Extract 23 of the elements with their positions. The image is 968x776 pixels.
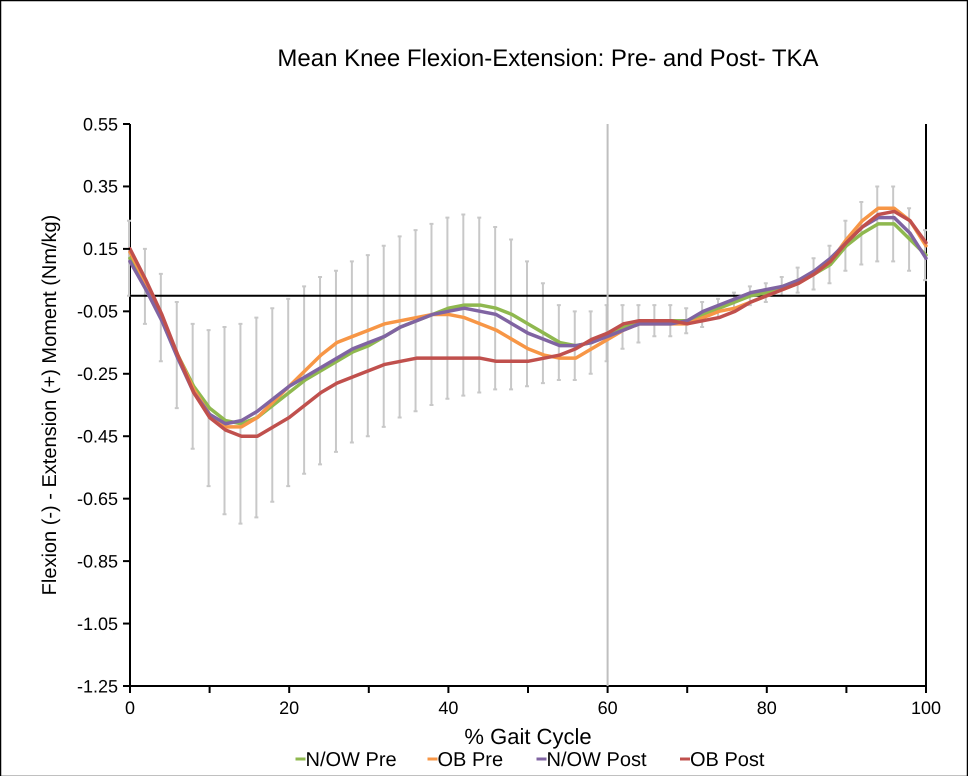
legend-label: OB Post (690, 749, 765, 771)
x-tick-label: 20 (279, 698, 300, 718)
y-tick-label: -1.05 (76, 614, 118, 634)
y-tick-label: 0.55 (82, 114, 118, 134)
y-tick-label: -0.65 (76, 488, 118, 509)
x-tick-label: 80 (756, 698, 777, 718)
legend-label: N/OW Post (546, 749, 647, 771)
legend-label: OB Pre (438, 749, 504, 771)
x-tick-label: 40 (438, 698, 458, 718)
y-axis-title: Flexion (-) - Extension (+) Moment (Nm/kg) (39, 214, 61, 596)
y-tick-label: -0.05 (76, 302, 118, 322)
y-tick-label: -0.25 (76, 364, 118, 384)
y-tick-label: 0.35 (82, 176, 118, 197)
y-tick-label: -1.25 (76, 676, 118, 696)
y-tick-label: 0.15 (82, 239, 118, 260)
x-axis-title: % Gait Cycle (464, 724, 592, 749)
y-tick-label: -0.45 (76, 426, 118, 447)
x-tick-label: 100 (910, 698, 942, 718)
legend-label: N/OW Pre (306, 749, 397, 771)
x-tick-label: 0 (124, 698, 136, 718)
x-tick-label: 60 (598, 698, 618, 718)
chart-title: Mean Knee Flexion-Extension: Pre- and Post- TKA (277, 45, 819, 72)
y-tick-label: -0.85 (76, 551, 118, 572)
